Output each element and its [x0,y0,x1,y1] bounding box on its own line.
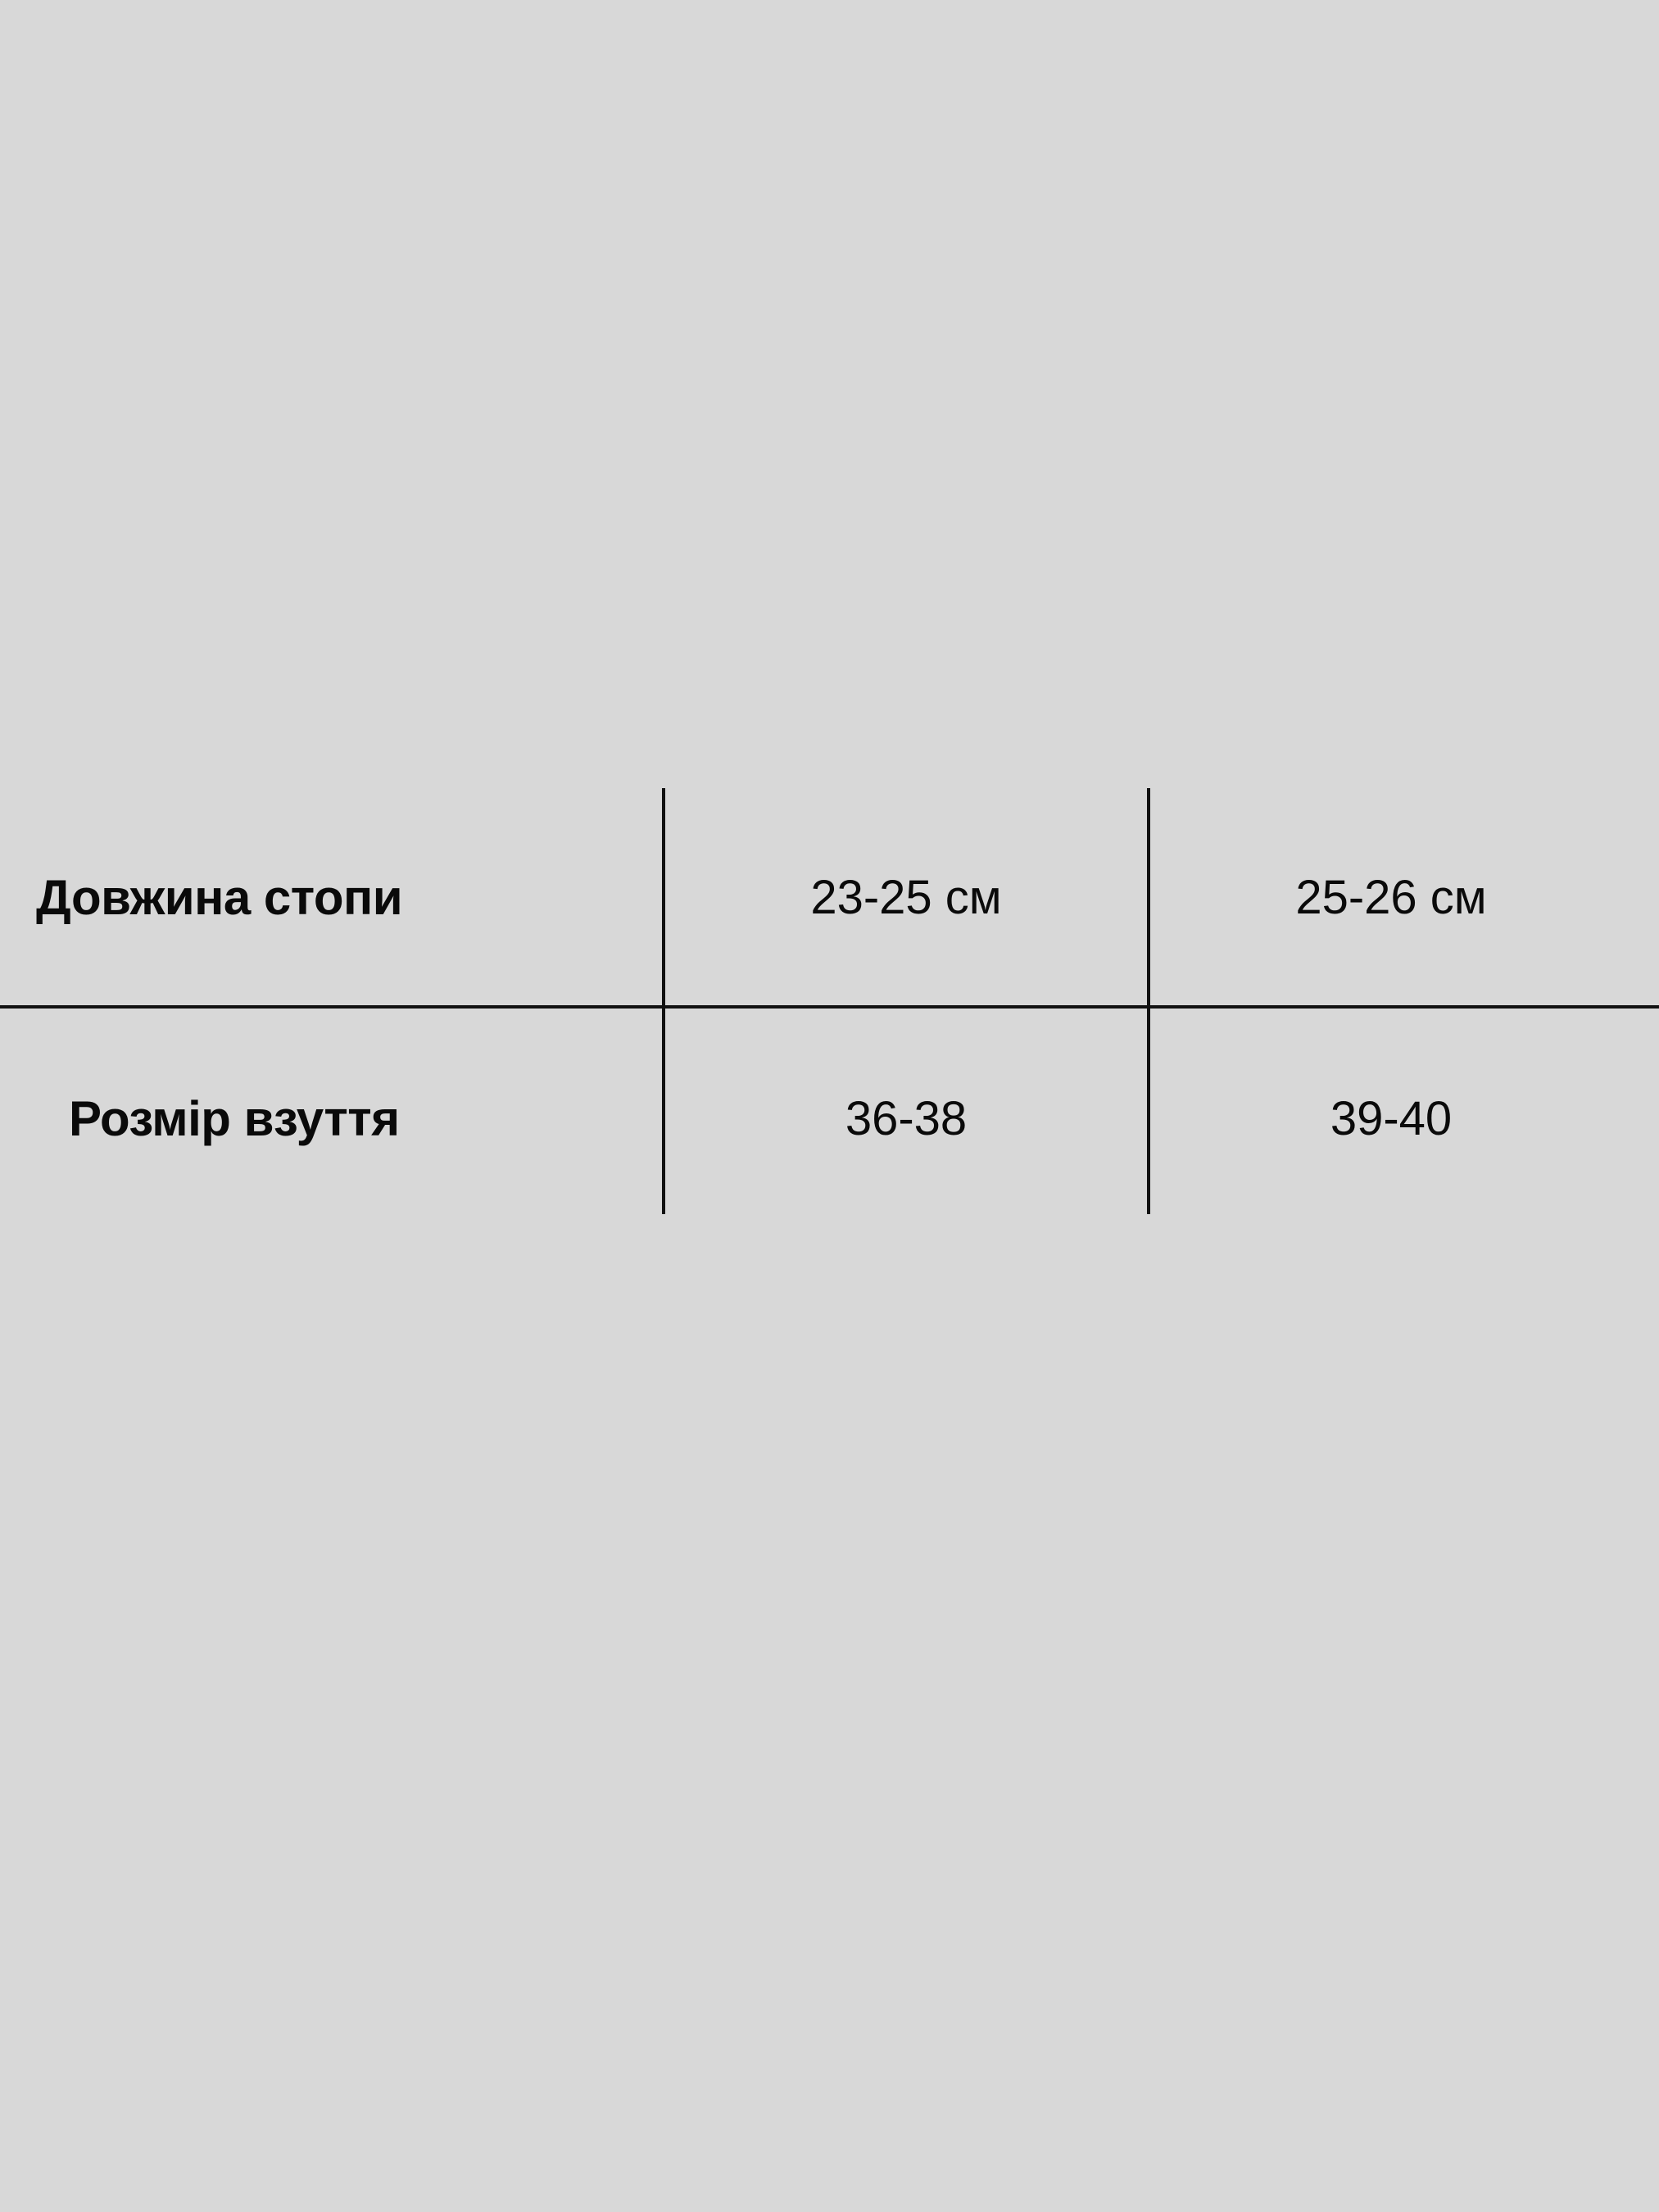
cell-foot-length-medium: 25-26 см [1295,870,1487,924]
cell-shoe-size-medium: 39-40 [1330,1091,1453,1145]
cell-foot-length-small: 23-25 см [810,870,1002,924]
column-divider-1 [662,788,665,1214]
column-divider-2 [1147,788,1150,1214]
cell-shoe-size-small: 36-38 [845,1091,968,1145]
table-row: Розмір взуття 36-38 39-40 [0,1009,1659,1227]
row-label-shoe-size: Розмір взуття [69,1090,400,1146]
row-divider [0,1005,1659,1009]
size-chart-grid: Довжина стопи 23-25 см 25-26 см Розмір в… [0,788,1659,1214]
row-label-foot-length: Довжина стопи [36,869,403,925]
table-row: Довжина стопи 23-25 см 25-26 см [0,788,1659,1006]
